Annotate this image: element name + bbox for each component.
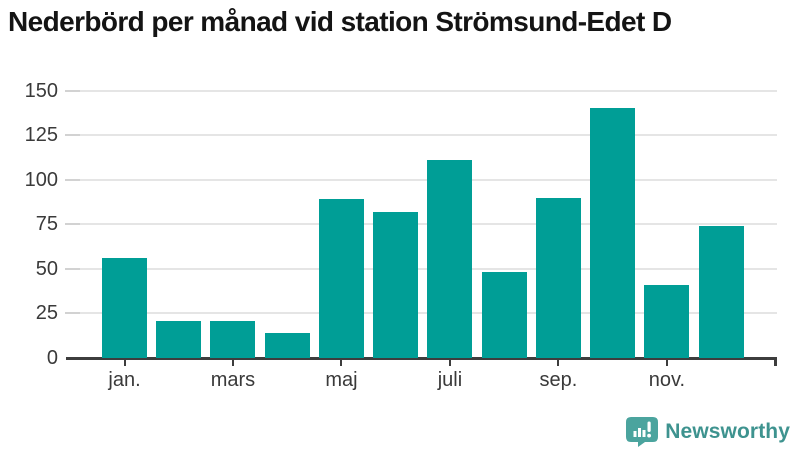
y-tick-label: 125: [24, 124, 58, 147]
bar-apr: [264, 333, 310, 358]
x-axis-tick: [557, 359, 560, 366]
y-axis-tick: [65, 178, 80, 181]
gridline-y-100: [68, 178, 777, 181]
y-axis-tick: [65, 89, 80, 92]
newsworthy-speech-bubble-bar-chart-icon: [626, 417, 659, 447]
x-axis-tick: [231, 359, 234, 366]
bar-maj: [318, 199, 364, 358]
gridline-y-75: [68, 223, 777, 226]
gridline-y-25: [68, 312, 777, 315]
bar-juni: [373, 211, 419, 358]
y-tick-label: 75: [35, 213, 58, 236]
y-axis-tick: [65, 223, 80, 226]
bar-sep: [535, 197, 581, 358]
x-axis-line: [66, 356, 777, 360]
x-axis-tick: [340, 359, 343, 366]
y-axis-tick: [65, 312, 80, 315]
x-tick-label: maj: [325, 369, 358, 391]
x-tick-label: nov.: [648, 369, 686, 391]
bar-aug: [481, 272, 527, 358]
gridline-y-150: [68, 89, 777, 92]
y-tick-label: 150: [24, 79, 58, 102]
gridline-y-50: [68, 267, 777, 270]
y-tick-label: 50: [35, 257, 58, 280]
y-axis-tick: [65, 134, 80, 137]
y-axis-tick: [65, 267, 80, 270]
x-axis-tick: [665, 359, 668, 366]
x-axis-tick: [123, 359, 126, 366]
y-tick-label: 25: [35, 302, 58, 325]
x-tick-label: juli: [437, 369, 463, 391]
bar-okt: [590, 108, 636, 358]
brand-name: Newsworthy: [665, 420, 790, 443]
brand-footer: Newsworthy: [626, 416, 790, 448]
bar-juli: [427, 160, 473, 358]
x-axis-endcap-tick: [774, 356, 777, 366]
y-tick-label: 0: [46, 347, 58, 369]
x-tick-label: mars: [210, 369, 256, 391]
chart-title: Nederbörd per månad vid station Strömsun…: [8, 6, 672, 37]
x-tick-label: jan.: [108, 369, 141, 391]
x-axis-tick: [448, 359, 451, 366]
bar-dec: [698, 226, 744, 358]
bar-nov: [644, 284, 690, 358]
y-tick-label: 100: [24, 168, 58, 191]
bar-feb: [156, 320, 202, 358]
gridline-y-125: [68, 134, 777, 137]
x-tick-label: sep.: [539, 369, 578, 391]
bar-jan: [102, 258, 147, 358]
bar-mars: [210, 320, 256, 358]
